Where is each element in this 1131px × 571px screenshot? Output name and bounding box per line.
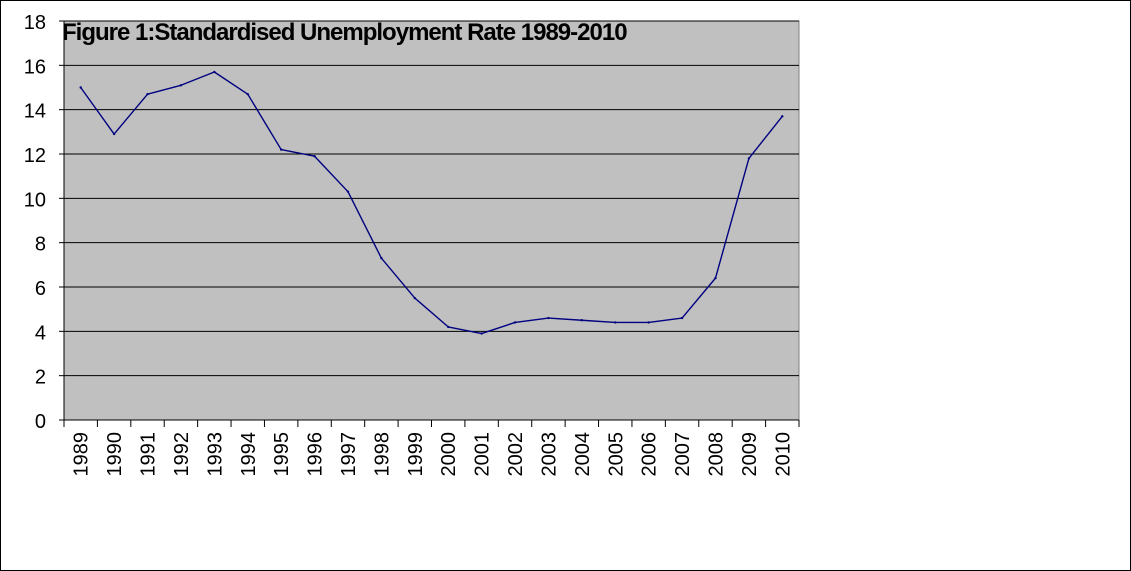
x-tick-label: 2005 (605, 432, 627, 477)
gridlines (64, 20, 799, 377)
x-tick-label: 1994 (238, 432, 260, 477)
y-tick-label: 0 (35, 411, 46, 433)
x-tick-label: 1989 (71, 432, 93, 477)
x-tick-label: 2004 (572, 432, 594, 477)
series-group (79, 70, 784, 335)
data-point (513, 321, 517, 324)
chart-title: Figure 1:Standardised Unemployment Rate … (62, 19, 627, 46)
x-tick-label: 2002 (505, 432, 527, 477)
data-point (146, 92, 149, 96)
x-tick-label: 2007 (672, 432, 694, 477)
data-point (346, 190, 350, 193)
x-tick-label: 2001 (472, 432, 494, 477)
x-tick-label: 1992 (171, 432, 193, 477)
x-tick-label: 2008 (705, 432, 727, 477)
data-point (246, 92, 249, 96)
x-tick-label: 2006 (639, 432, 661, 477)
y-tick-label: 10 (24, 189, 46, 211)
data-point (480, 332, 483, 335)
x-tick-label: 1998 (371, 432, 393, 477)
y-tick-label: 14 (24, 101, 46, 123)
x-tick-label: 1995 (271, 432, 293, 477)
x-tick-label: 2003 (538, 432, 560, 477)
data-point (112, 132, 116, 136)
y-axis-tick-labels: 0 2 4 6 8 10 12 14 16 18 (24, 12, 46, 433)
data-point (680, 316, 684, 320)
plot-area (63, 20, 800, 421)
y-tick-label: 2 (35, 367, 46, 389)
x-tick-label: 1993 (204, 432, 226, 477)
x-tick-label: 1996 (305, 432, 327, 477)
y-tick-label: 6 (35, 278, 46, 300)
data-point (714, 276, 717, 280)
data-point (647, 321, 650, 324)
x-tick-label: 2010 (772, 432, 794, 477)
data-point (413, 296, 416, 300)
data-point (747, 157, 751, 160)
data-point (313, 155, 316, 158)
x-tick-label: 1997 (338, 432, 360, 477)
data-point (279, 148, 283, 151)
x-tick-label: 1990 (104, 432, 126, 477)
x-tick-label: 1999 (405, 432, 427, 477)
y-tick-label: 8 (35, 234, 46, 256)
x-tick-label: 2009 (739, 432, 761, 477)
x-tick-label: 1991 (138, 432, 160, 477)
data-point (79, 86, 82, 89)
data-point (380, 256, 383, 260)
y-tick-label: 12 (24, 145, 46, 167)
x-axis-tick-labels: 1989 1990 1991 1992 1993 1994 1995 1996 1997 1998… (71, 432, 795, 477)
data-point (179, 84, 183, 87)
data-point (213, 70, 216, 74)
y-tick-label: 18 (24, 12, 46, 34)
y-tick-label: 16 (24, 56, 46, 78)
data-point (447, 325, 450, 329)
data-point (614, 321, 617, 324)
y-tick-label: 4 (35, 322, 46, 344)
data-point (781, 115, 784, 118)
series-line (80, 71, 783, 335)
data-point (580, 319, 584, 322)
axes (59, 20, 800, 427)
data-point (547, 316, 550, 320)
x-tick-label: 2000 (438, 432, 460, 477)
